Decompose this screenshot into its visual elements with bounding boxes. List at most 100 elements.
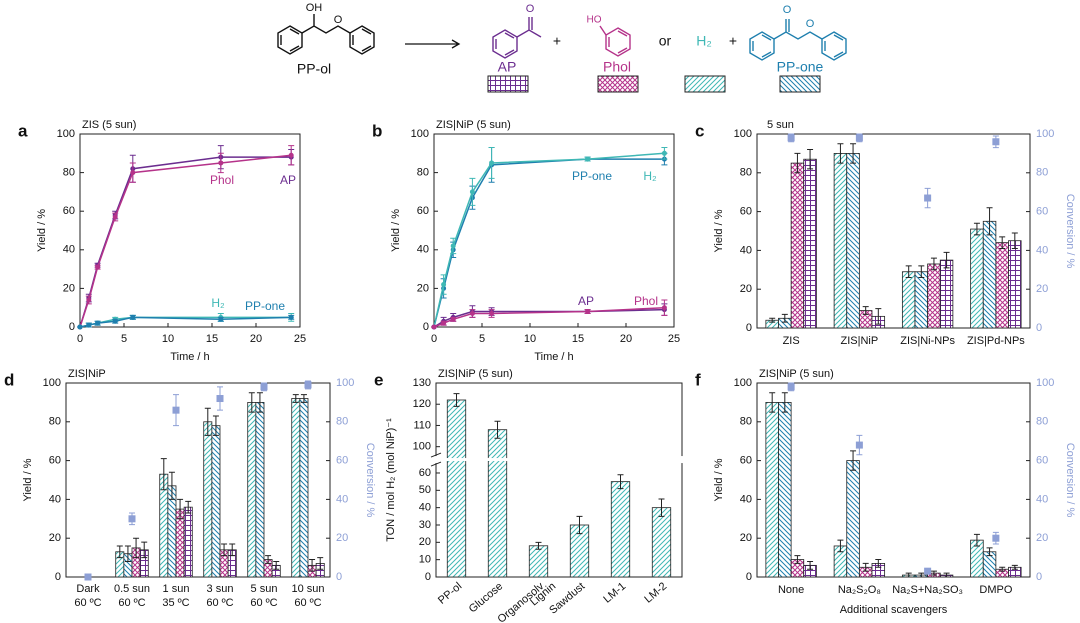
error-bar xyxy=(850,143,857,164)
panel-label: a xyxy=(18,121,28,140)
error-bar xyxy=(781,313,788,323)
panel-title: ZIS|NiP (5 sun) xyxy=(438,368,513,380)
x-tick-label: 5 xyxy=(479,333,485,345)
error-bar xyxy=(918,572,925,578)
plot-frame xyxy=(433,133,675,328)
data-point xyxy=(130,170,136,176)
y2-tick-label: 100 xyxy=(1036,377,1054,389)
y2-tick-label: 80 xyxy=(336,416,348,428)
y-tick-label: 60 xyxy=(417,205,429,217)
bar xyxy=(247,401,257,578)
y-axis-label: Yield / % xyxy=(36,209,48,252)
y2-axis-label: Conversion / % xyxy=(364,443,376,518)
plot-frame xyxy=(65,382,331,578)
bar xyxy=(1008,240,1022,329)
error-bar xyxy=(905,265,912,279)
bar xyxy=(183,506,193,578)
error-bar xyxy=(141,541,148,559)
bar xyxy=(982,220,997,329)
legend-swatch xyxy=(597,75,639,93)
phol-structure xyxy=(599,25,631,57)
conversion-point xyxy=(992,138,1000,146)
data-point xyxy=(130,314,136,320)
y-tick-label: 40 xyxy=(740,493,752,505)
x-tick-label: 15 xyxy=(206,333,218,345)
error-bar xyxy=(850,450,857,471)
error-bar xyxy=(1011,564,1018,570)
y-tick-label: 10 xyxy=(419,554,431,566)
data-point xyxy=(288,314,294,320)
conversion-point xyxy=(84,573,92,581)
axis-break-gap xyxy=(437,458,681,462)
error-bar xyxy=(794,555,801,564)
y-tick-label: 60 xyxy=(63,205,75,217)
y-tick-label: 20 xyxy=(417,282,429,294)
error-bar xyxy=(576,515,583,535)
series-label: AP xyxy=(280,173,296,187)
bar xyxy=(778,401,792,578)
bar xyxy=(914,271,929,329)
error-bar xyxy=(875,559,882,568)
y-tick-label: 100 xyxy=(413,441,431,453)
error-bar xyxy=(837,143,844,164)
panel-title: ZIS (5 sun) xyxy=(82,119,136,131)
ap-structure xyxy=(492,17,542,59)
panel-label: f xyxy=(695,370,701,389)
y-axis-label: Yield / % xyxy=(713,458,725,501)
error-bar xyxy=(256,392,263,413)
data-point xyxy=(86,297,92,303)
y2-tick-label: 100 xyxy=(336,377,354,389)
x-tick-label: ZIS|Pd-NPs xyxy=(967,335,1025,347)
error-bar xyxy=(221,543,228,557)
bar xyxy=(939,259,954,329)
y-tick-label: 0 xyxy=(746,322,752,334)
x-tick-label: 0 xyxy=(77,333,83,345)
error-bar xyxy=(229,543,236,557)
data-point xyxy=(489,310,495,316)
error-bar xyxy=(943,572,950,578)
pp-one-structure xyxy=(749,19,847,61)
error-bar xyxy=(781,392,788,413)
error-bar xyxy=(453,393,460,407)
error-bar xyxy=(204,407,211,436)
y-tick-label: 100 xyxy=(734,128,752,140)
y2-tick-label: 0 xyxy=(1036,571,1042,583)
data-point xyxy=(288,152,294,158)
series-label: Phol xyxy=(210,173,234,187)
y-axis-label: Yield / % xyxy=(713,209,725,252)
atom-label: O xyxy=(526,3,535,15)
x-tick-label: Dark xyxy=(76,583,100,595)
panel-label: b xyxy=(372,121,382,140)
y2-tick-label: 40 xyxy=(336,493,348,505)
y2-axis-label: Conversion / % xyxy=(1064,443,1076,518)
panel-label: e xyxy=(374,370,383,389)
error-bar xyxy=(248,392,255,413)
plot-frame xyxy=(435,382,683,578)
data-point xyxy=(218,316,224,322)
x-tick-label: ZIS|NiP xyxy=(841,335,879,347)
x-tick-label: 25 xyxy=(668,333,680,345)
error-bar xyxy=(918,265,925,279)
y-tick-label: 40 xyxy=(63,244,75,256)
y-tick-label: 80 xyxy=(740,167,752,179)
y-tick-label: 50 xyxy=(419,484,431,496)
series-label: PP-one xyxy=(245,299,285,313)
x-tick-label: LM-2 xyxy=(642,580,669,605)
data-point xyxy=(441,282,447,288)
data-point xyxy=(112,214,118,220)
error-bar xyxy=(300,394,307,403)
x-tick-label: 10 sun xyxy=(291,583,324,595)
bar xyxy=(299,398,309,578)
error-bar xyxy=(807,149,814,170)
x-tick-label: 20 xyxy=(250,333,262,345)
x-tick-label: 60 ºC xyxy=(294,597,321,609)
x-tick-label: 60 ºC xyxy=(74,597,101,609)
bar xyxy=(255,401,265,578)
conversion-point xyxy=(128,515,136,523)
data-point xyxy=(585,309,591,315)
x-tick-label: None xyxy=(778,584,804,596)
x-tick-label: 10 xyxy=(162,333,174,345)
atom-label: O xyxy=(334,14,343,26)
error-bar xyxy=(292,394,299,403)
data-point xyxy=(77,324,83,330)
